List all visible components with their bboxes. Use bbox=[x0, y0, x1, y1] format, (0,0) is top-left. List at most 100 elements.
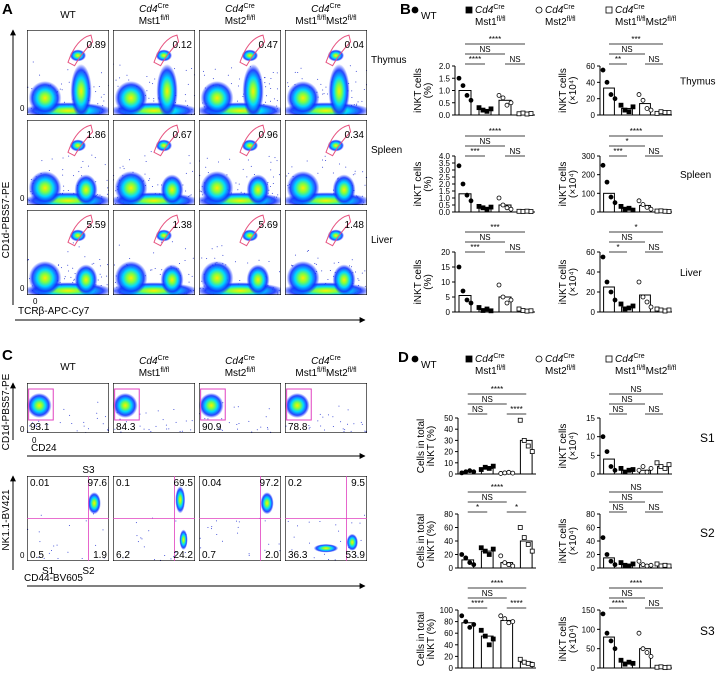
flow-event bbox=[351, 97, 353, 99]
flow-event bbox=[234, 261, 236, 263]
data-point bbox=[666, 110, 672, 115]
flow-event bbox=[264, 520, 266, 522]
flow-event bbox=[306, 250, 308, 252]
significance-label: **** bbox=[491, 483, 503, 492]
flow-event bbox=[150, 430, 152, 432]
data-point bbox=[456, 75, 462, 81]
flow-event bbox=[107, 264, 109, 266]
y-tick-label: 150 bbox=[582, 606, 596, 615]
flow-density bbox=[28, 261, 62, 295]
flow-event bbox=[356, 103, 358, 105]
flow-event bbox=[184, 259, 186, 261]
axis-title: CD44-BV605 bbox=[24, 573, 83, 584]
flow-event bbox=[141, 538, 143, 540]
flow-event bbox=[297, 525, 299, 527]
y-tick-label: 60 bbox=[444, 524, 453, 533]
data-point bbox=[471, 469, 477, 475]
genotype-label: Cd4Cre bbox=[139, 3, 169, 15]
genotype-gene: Mst2 bbox=[326, 16, 348, 27]
flow-density bbox=[246, 174, 270, 205]
flow-event bbox=[60, 267, 62, 269]
flow-density bbox=[260, 492, 274, 515]
panel-label: D bbox=[398, 349, 409, 366]
flow-event bbox=[151, 269, 153, 271]
flow-event bbox=[35, 426, 37, 428]
flow-event bbox=[103, 94, 105, 96]
data-point bbox=[658, 464, 664, 469]
flow-event bbox=[317, 172, 319, 174]
flow-event bbox=[76, 430, 78, 432]
flow-event bbox=[143, 428, 145, 430]
y-tick-label: 20 bbox=[586, 288, 595, 297]
flow-event bbox=[106, 193, 108, 195]
flow-event bbox=[102, 529, 104, 531]
genotype-sup: fl/fl bbox=[160, 367, 169, 374]
axis-title: NK1.1-BV421 bbox=[1, 489, 12, 551]
flow-event bbox=[268, 155, 270, 157]
flow-event bbox=[325, 159, 327, 161]
flow-event bbox=[166, 428, 168, 430]
flow-event bbox=[161, 269, 163, 271]
flow-density bbox=[346, 533, 358, 551]
flow-event bbox=[157, 410, 159, 412]
data-point bbox=[464, 297, 470, 303]
flow-event bbox=[276, 72, 278, 74]
genotype-sup: fl/fl bbox=[637, 16, 646, 23]
flow-plot bbox=[27, 210, 109, 295]
y-tick-label: 2.5 bbox=[439, 173, 451, 182]
bar bbox=[639, 294, 651, 313]
flow-event bbox=[279, 550, 281, 552]
genotype-gene: Cd4 bbox=[545, 5, 564, 16]
flow-event bbox=[326, 93, 328, 95]
data-point bbox=[630, 104, 636, 110]
flow-event bbox=[357, 101, 359, 103]
flow-event bbox=[120, 431, 122, 433]
data-point bbox=[459, 552, 465, 557]
flow-event bbox=[322, 89, 324, 91]
flow-event bbox=[307, 250, 309, 252]
flow-density bbox=[70, 64, 92, 115]
flow-event bbox=[154, 267, 156, 269]
flow-event bbox=[93, 262, 95, 264]
flow-event bbox=[143, 546, 145, 548]
genotype-gene: Mst1 bbox=[615, 17, 637, 28]
flow-event bbox=[164, 555, 166, 557]
flow-frame bbox=[199, 30, 281, 115]
genotype-gene: Mst1 bbox=[295, 16, 317, 27]
flow-event bbox=[229, 158, 231, 160]
y-axis-title: (%) bbox=[423, 83, 434, 99]
flow-event bbox=[246, 176, 248, 178]
y-tick-label: 20 bbox=[444, 551, 453, 560]
data-point bbox=[467, 468, 473, 474]
data-point bbox=[600, 535, 606, 541]
y-tick-label: 0 bbox=[591, 664, 596, 673]
flow-density bbox=[242, 64, 264, 115]
flow-density bbox=[69, 229, 87, 242]
genotype-sup: fl/fl bbox=[317, 15, 326, 22]
flow-event bbox=[364, 270, 366, 272]
data-point bbox=[528, 209, 534, 214]
flow-event bbox=[265, 416, 267, 418]
flow-frame bbox=[113, 383, 195, 433]
flow-event bbox=[71, 422, 73, 424]
data-point bbox=[506, 469, 512, 475]
flow-event bbox=[118, 244, 120, 246]
flow-event bbox=[269, 185, 271, 187]
data-point bbox=[648, 654, 654, 659]
data-point bbox=[622, 206, 628, 212]
data-point bbox=[467, 560, 473, 565]
data-point bbox=[478, 627, 484, 633]
flow-event bbox=[175, 520, 177, 522]
flow-plot bbox=[199, 120, 281, 205]
significance-label: * bbox=[616, 243, 619, 252]
flow-event bbox=[320, 83, 322, 85]
flow-event bbox=[345, 166, 347, 168]
flow-event bbox=[97, 401, 99, 403]
quadrant-frequency: 0.1 bbox=[116, 478, 130, 489]
flow-event bbox=[68, 525, 70, 527]
data-point bbox=[476, 105, 482, 111]
significance-label: **** bbox=[510, 599, 522, 608]
flow-event bbox=[233, 406, 235, 408]
data-point bbox=[622, 469, 628, 475]
flow-event bbox=[128, 551, 130, 553]
